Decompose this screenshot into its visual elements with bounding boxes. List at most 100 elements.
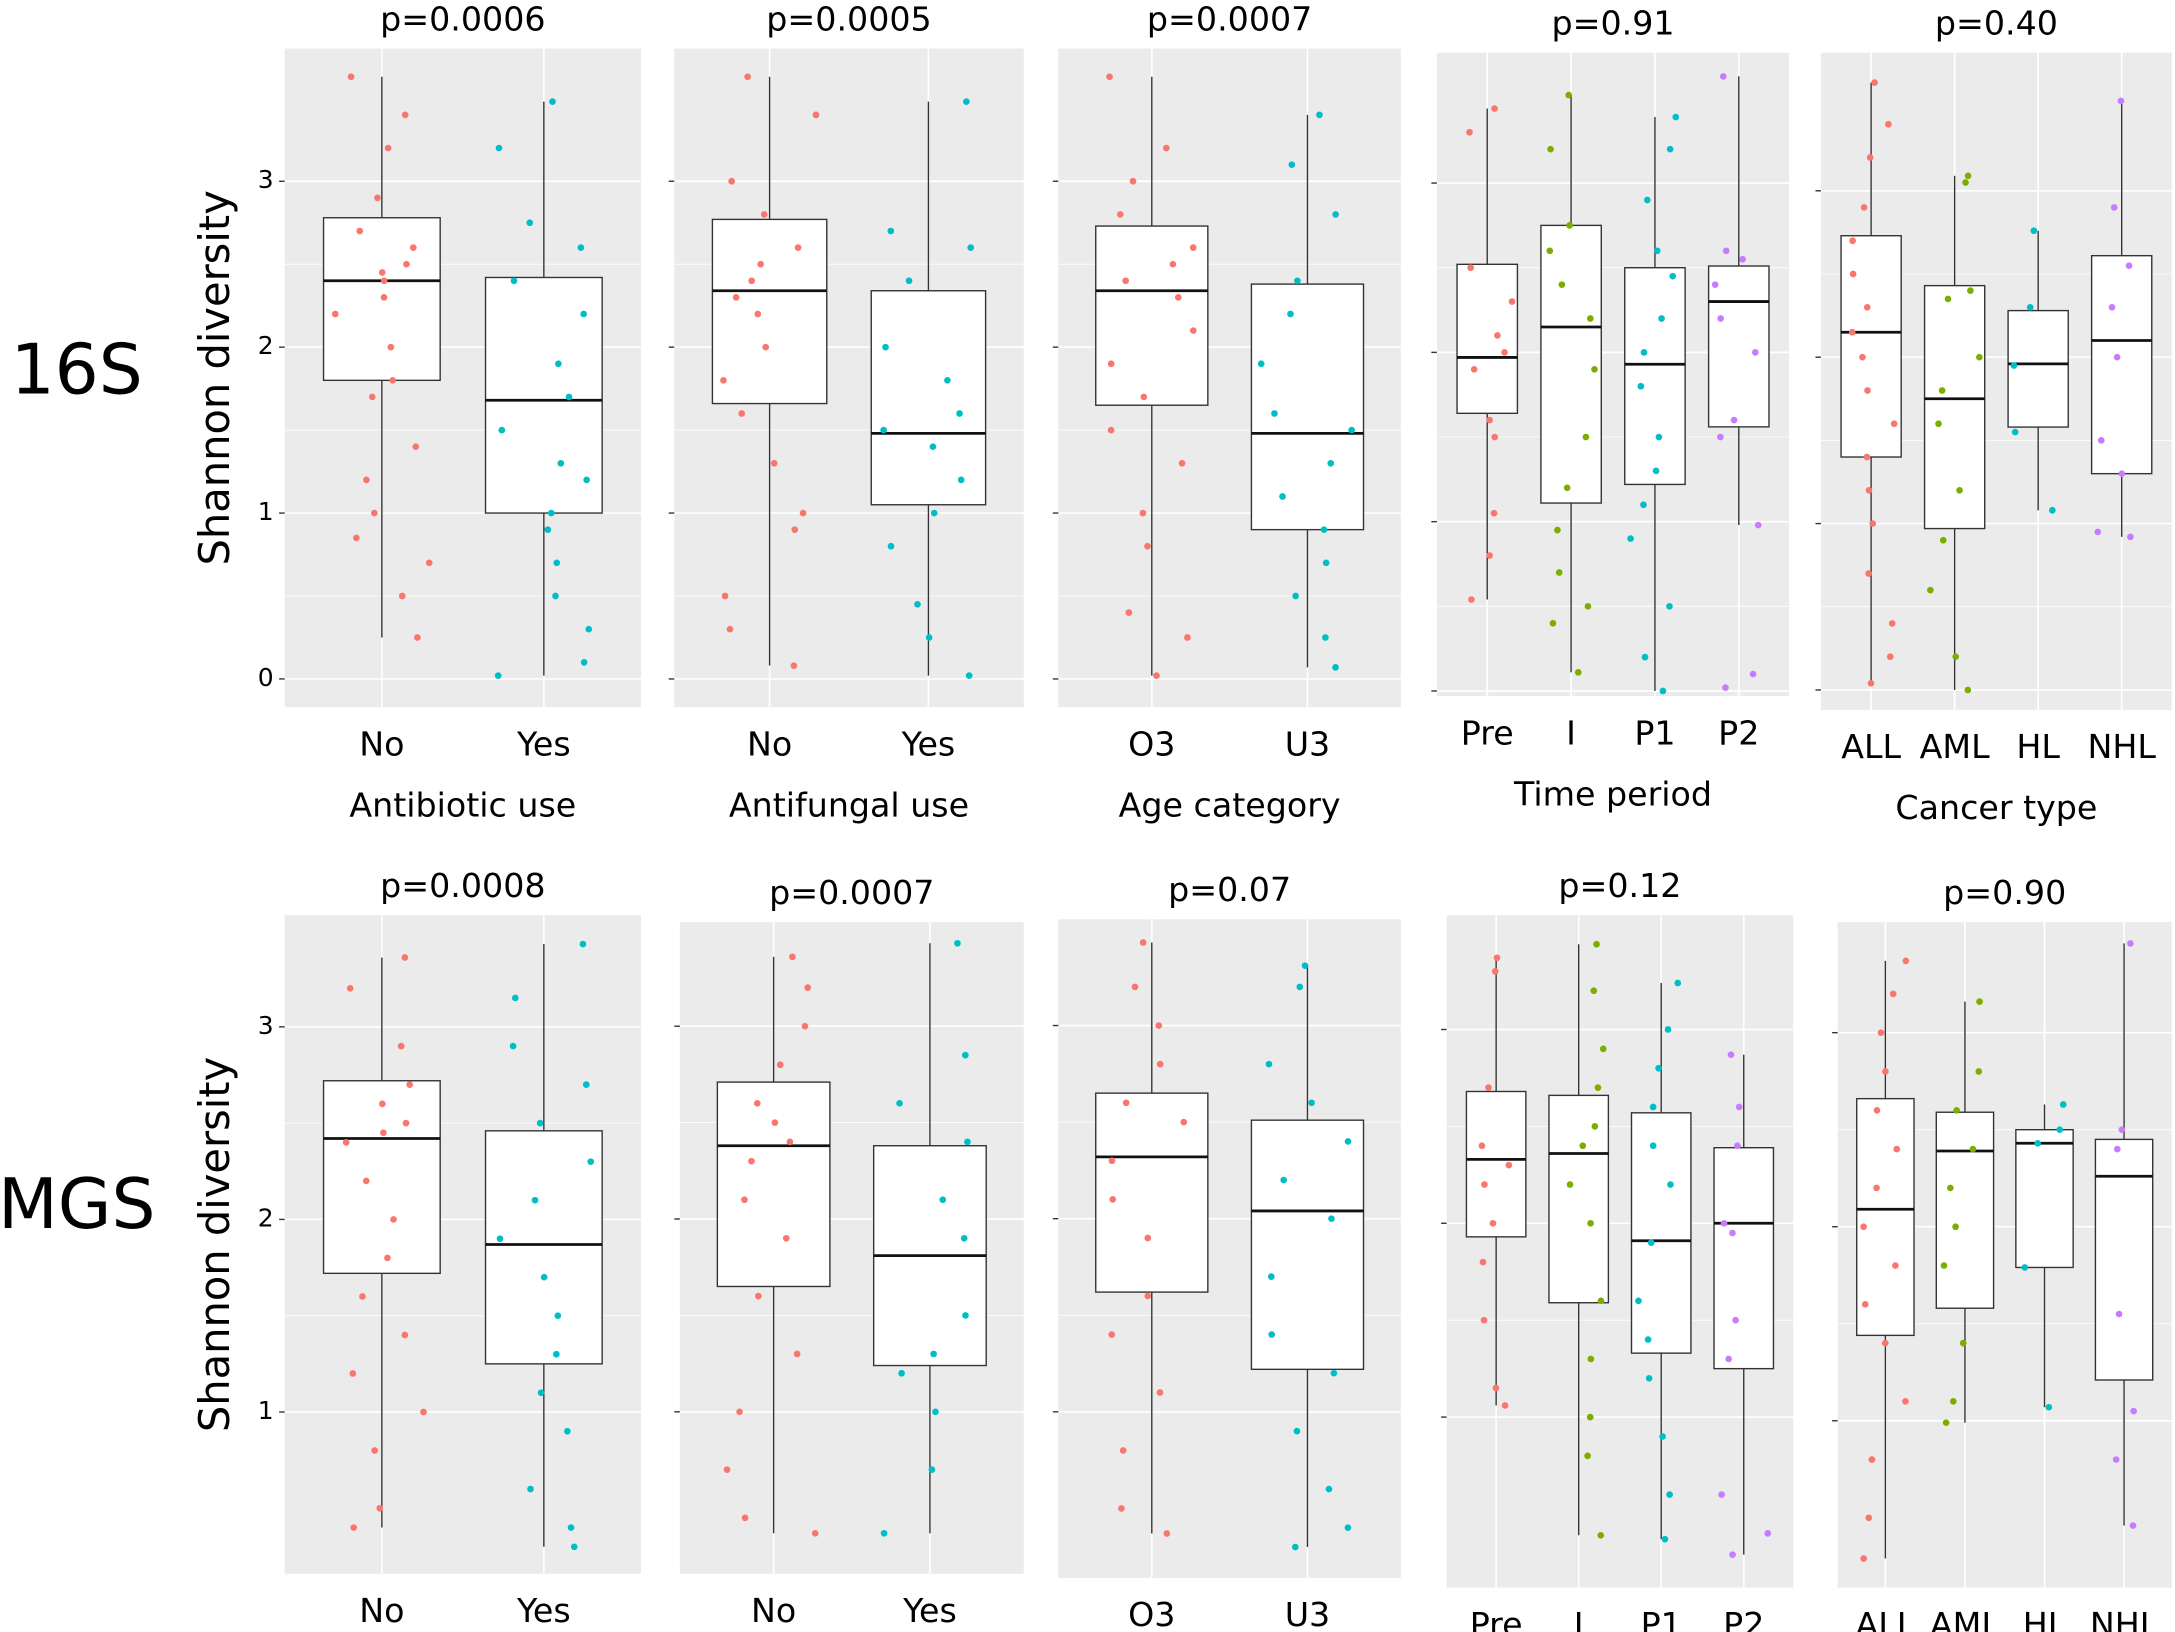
point [1643,196,1651,204]
chart-title: p=0.40 [1935,3,2058,42]
point [580,310,587,318]
point [1893,1145,1901,1153]
point [1144,542,1151,550]
point [420,1408,427,1416]
point [732,294,740,301]
point [1558,281,1566,288]
point [552,592,559,600]
point [353,534,360,542]
point [1268,1331,1276,1338]
point [1873,1106,1881,1114]
point [2026,303,2034,311]
point [511,994,519,1002]
point [1637,382,1645,390]
point [498,426,506,434]
point [1886,653,1894,661]
point [2094,528,2102,536]
point [1718,1491,1725,1498]
point [1627,535,1634,542]
point [509,1042,517,1050]
point [1109,1196,1117,1203]
point [754,310,762,318]
x-axis-title: Antibiotic use [349,785,576,824]
point [1287,310,1294,318]
point [2110,204,2118,211]
point [789,953,796,961]
chart-title: p=0.0007 [769,873,934,912]
point [1877,1029,1885,1037]
point [1944,295,1952,303]
point [956,410,963,417]
point [1554,526,1561,534]
point [1547,145,1554,153]
point [929,443,937,451]
point [1106,73,1113,81]
y-tick-label: 1 [258,1396,274,1425]
x-axis-title: Age category [1119,785,1341,824]
point [1162,144,1170,152]
box [1250,283,1365,531]
point [770,459,778,467]
chart-title: p=0.90 [1943,873,2066,912]
chart-title: p=0.0007 [1147,0,1312,38]
point [1327,459,1335,467]
point [2048,506,2056,514]
point [370,509,378,517]
point [1582,433,1590,441]
x-tick-label: ALL [1841,727,1901,766]
point [1118,1505,1125,1512]
point [1486,416,1493,424]
point [1565,91,1572,99]
x-tick-label: NHL [2090,1605,2159,1632]
point [1490,509,1498,517]
point [1865,570,1872,577]
point [1866,154,1874,161]
point [2011,428,2019,436]
point [579,940,587,948]
point [1717,433,1724,441]
point [1882,1068,1889,1075]
point [1169,260,1177,268]
point [1328,1215,1335,1223]
point [1546,247,1554,255]
point [577,244,585,251]
row-label: MGS [0,1165,155,1245]
point [1189,244,1197,251]
point [1975,1068,1983,1075]
point [1722,684,1729,691]
point [753,1099,761,1107]
y-tick-label: 2 [258,1203,274,1232]
point [1722,247,1730,255]
x-tick-label: P2 [1723,1605,1764,1632]
point [374,194,381,202]
point [1184,634,1191,641]
point [583,476,590,484]
point [380,1129,387,1137]
x-axis-title: Time period [1513,774,1712,813]
point [1478,1142,1486,1150]
point [540,1273,548,1281]
point [1189,327,1197,334]
y-tick-label: 3 [258,1011,274,1040]
point [2059,1101,2067,1108]
x-tick-label: ALL [1855,1605,1915,1632]
point [1486,552,1493,559]
point [567,1524,575,1531]
point [1953,1106,1960,1114]
point [1754,521,1762,529]
point [1280,1176,1288,1184]
point [1976,998,1983,1005]
point [1271,410,1278,417]
point [1292,592,1299,600]
point [1764,1530,1772,1537]
point [741,1514,749,1522]
x-tick-label: NHL [2087,727,2156,766]
point [1493,954,1501,962]
box [2007,309,2069,428]
x-tick-label: Pre [1461,713,1514,752]
point [1640,501,1647,509]
point [771,1119,779,1126]
x-tick-label: HL [2016,727,2060,766]
point [720,377,727,384]
box [484,1130,603,1365]
